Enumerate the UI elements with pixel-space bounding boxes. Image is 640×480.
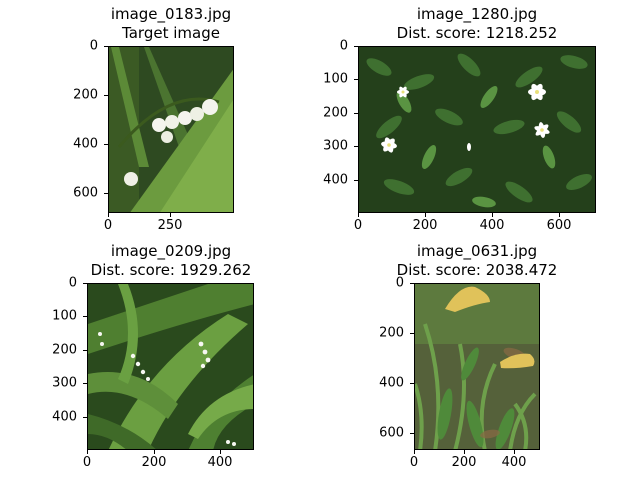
image-axes (87, 283, 254, 450)
image-filename: image_0183.jpg (110, 5, 232, 23)
x-tick-label: 200 (451, 455, 477, 470)
y-tick-label: 0 (395, 275, 404, 291)
x-tick-label: 0 (409, 455, 419, 470)
y-tick-label: 0 (89, 38, 98, 54)
x-tick-label: 0 (353, 218, 363, 233)
y-tick-label: 200 (323, 105, 348, 121)
panel-title: image_1280.jpg Dist. score: 1218.252 (397, 5, 558, 43)
thumbnail-image (109, 47, 233, 212)
image-axes (358, 46, 596, 213)
y-tick-label: 300 (52, 375, 77, 391)
image-caption: Dist. score: 1218.252 (396, 24, 558, 42)
y-tick-label: 600 (73, 185, 98, 201)
image-caption: Dist. score: 2038.472 (396, 261, 558, 279)
panel-title: image_0183.jpg Target image (111, 5, 231, 43)
thumbnail-image (359, 47, 595, 212)
x-tick-label: 200 (141, 455, 167, 470)
image-filename: image_0631.jpg (416, 242, 538, 260)
x-tick-label: 0 (103, 218, 113, 233)
image-filename: image_1280.jpg (416, 5, 538, 23)
y-tick-label: 400 (73, 136, 98, 152)
y-tick-label: 200 (52, 342, 77, 358)
image-axes (414, 283, 540, 450)
y-tick-label: 100 (323, 71, 348, 87)
thumbnail-image (415, 284, 539, 449)
y-tick-label: 0 (68, 275, 77, 291)
x-tick-label: 200 (412, 218, 438, 233)
x-tick-label: 250 (157, 218, 183, 233)
panel-title: image_0209.jpg Dist. score: 1929.262 (91, 242, 252, 280)
image-filename: image_0209.jpg (110, 242, 232, 260)
y-tick-label: 400 (379, 375, 404, 391)
y-tick-label: 200 (379, 325, 404, 341)
panel-title: image_0631.jpg Dist. score: 2038.472 (397, 242, 558, 280)
y-tick-label: 0 (339, 38, 348, 54)
y-tick-label: 300 (323, 138, 348, 154)
x-tick-label: 400 (501, 455, 527, 470)
image-axes (108, 46, 234, 213)
y-tick-label: 600 (379, 425, 404, 441)
y-tick-label: 200 (73, 87, 98, 103)
y-tick-label: 100 (52, 308, 77, 324)
y-tick-label: 400 (52, 409, 77, 425)
x-tick-label: 400 (479, 218, 505, 233)
x-tick-label: 600 (546, 218, 572, 233)
thumbnail-image (88, 284, 253, 449)
x-tick-label: 0 (82, 455, 92, 470)
x-tick-label: 400 (207, 455, 233, 470)
image-caption: Target image (122, 24, 220, 42)
y-tick-label: 400 (323, 172, 348, 188)
image-caption: Dist. score: 1929.262 (90, 261, 252, 279)
